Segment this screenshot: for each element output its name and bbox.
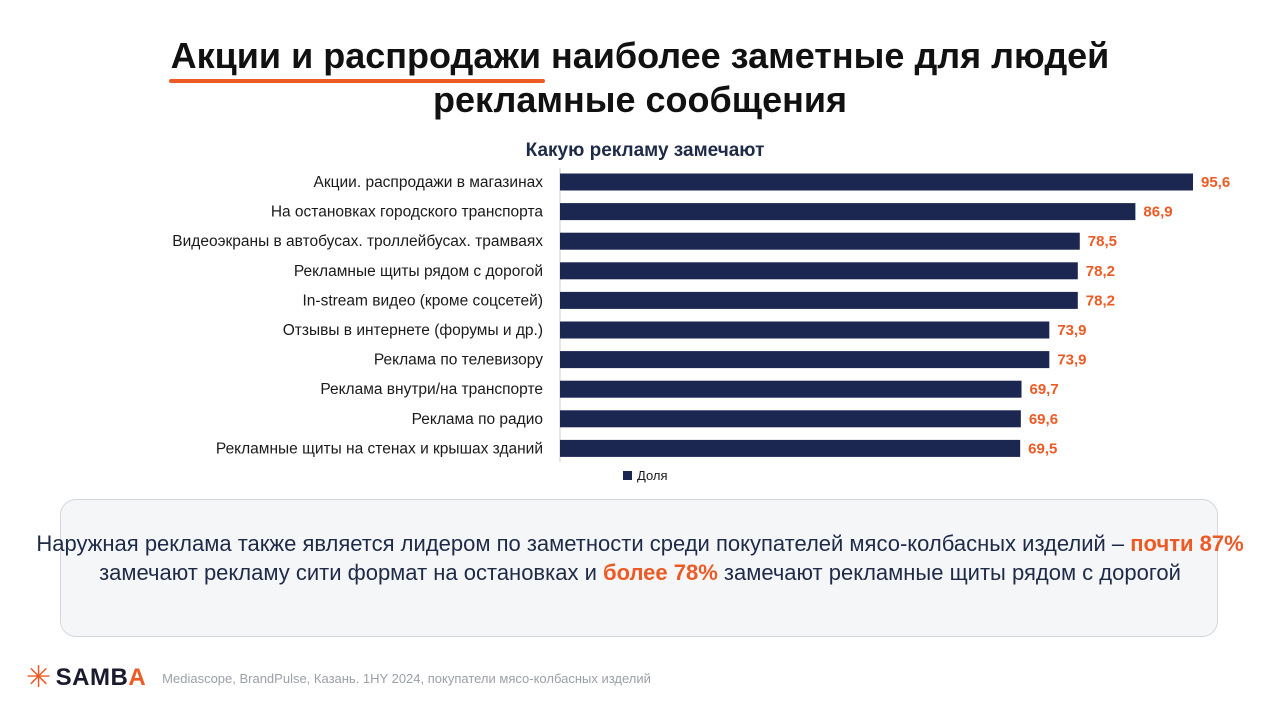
category-label: Рекламные щиты на стенах и крышах зданий	[216, 440, 543, 457]
chart-title: Какую рекламу замечают	[525, 140, 765, 161]
conclusion-part1: Наружная реклама также является лидером …	[36, 531, 1131, 556]
bar-chart: Акции. распродажи в магазинах 95,6 На оста…	[172, 168, 1230, 462]
data-label: 86,9	[1143, 204, 1172, 221]
category-label: Реклама по телевизору	[374, 352, 543, 369]
logo-accent-letter: A	[128, 664, 147, 691]
category-label: Акции. распродажи в магазинах	[314, 174, 544, 191]
category-label: Рекламные щиты рядом с дорогой	[294, 263, 543, 280]
bar	[560, 351, 1050, 369]
data-label: 73,9	[1057, 352, 1086, 369]
conclusion-accent1: почти 87%	[1130, 531, 1244, 556]
category-label: Видеоэкраны в автобусах. троллейбусах. т…	[172, 233, 543, 250]
bar	[560, 232, 1080, 250]
conclusion-callout: Наружная реклама также является лидером …	[36, 499, 1244, 637]
data-label: 69,6	[1029, 411, 1058, 428]
source-note: Mediascope, BrandPulse, Казань. 1HY 2024…	[162, 670, 651, 686]
logo-text: SAMB	[55, 664, 129, 691]
bar	[560, 439, 1021, 457]
conclusion-text: Наружная реклама также является лидером …	[1, 529, 1279, 587]
samba-logo: ✳ SAMB A	[26, 661, 147, 694]
bar	[560, 321, 1050, 339]
data-label: 95,6	[1201, 174, 1230, 191]
category-label: Отзывы в интернете (форумы и др.)	[283, 322, 543, 339]
category-label: Реклама по радио	[412, 411, 543, 428]
bar	[560, 173, 1193, 191]
data-label: 78,2	[1086, 292, 1115, 309]
data-label: 69,5	[1028, 440, 1057, 457]
title-highlight: Акции и распродажи	[168, 35, 546, 83]
footer: ✳ SAMB A Mediascope, BrandPulse, Казань. …	[26, 661, 651, 694]
asterisk-icon: ✳	[26, 661, 52, 694]
data-label: 73,9	[1057, 322, 1086, 339]
conclusion-accent2: более 78%	[602, 560, 718, 585]
data-label: 78,5	[1088, 233, 1117, 250]
conclusion-part3: замечают рекламные щиты рядом с дорогой	[717, 560, 1181, 585]
title-line2: рекламные сообщения	[432, 79, 848, 120]
data-label: 78,2	[1086, 263, 1115, 280]
category-label: На остановках городского транспорта	[271, 204, 544, 221]
title-rest-line1: наиболее заметные для людей	[541, 35, 1110, 76]
page-title: Акции и распродажи наиболее заметные для…	[0, 34, 1280, 122]
bar	[560, 203, 1136, 221]
category-label: In-stream видео (кроме соцсетей)	[303, 292, 544, 309]
bar	[560, 262, 1078, 280]
bar	[560, 410, 1021, 428]
bar	[560, 380, 1022, 398]
legend-swatch	[623, 471, 632, 480]
chart-legend: Доля	[623, 468, 668, 483]
conclusion-part2: замечают рекламу сити формат на остановк…	[99, 560, 603, 585]
category-label: Реклама внутри/на транспорте	[320, 381, 543, 398]
bar	[560, 291, 1078, 309]
legend-label: Доля	[637, 468, 668, 483]
data-label: 69,7	[1030, 381, 1059, 398]
